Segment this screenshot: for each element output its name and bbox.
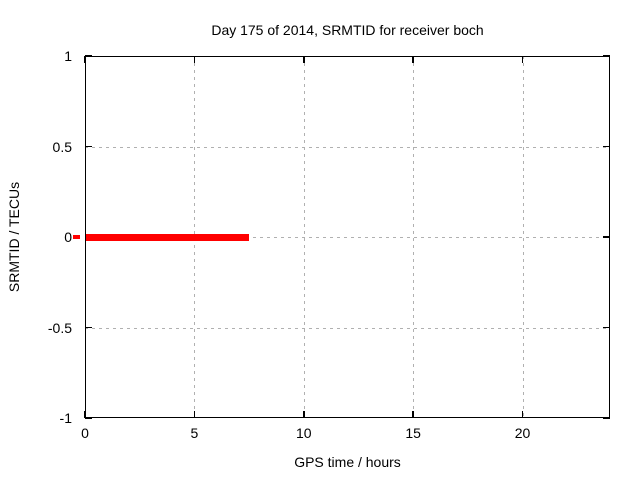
y-tick-right	[603, 145, 610, 148]
x-tick-label: 15	[405, 425, 421, 441]
x-tick-bottom	[521, 411, 524, 418]
y-axis-label: SRMTID / TECUs	[6, 181, 22, 293]
y-tick-label: 1	[64, 48, 72, 64]
plot-area	[73, 55, 610, 419]
x-tick-bottom	[412, 411, 414, 418]
x-axis-label: GPS time / hours	[294, 454, 401, 470]
y-zero-outer-red-tick	[73, 235, 80, 239]
y-tick-right	[603, 417, 610, 419]
gridline-horizontal	[85, 327, 610, 329]
x-tick-top	[303, 56, 305, 63]
x-tick-label: 5	[190, 425, 199, 441]
x-tick-top	[412, 56, 414, 63]
x-tick-top	[193, 56, 196, 63]
y-tick-label: 0.5	[52, 138, 72, 155]
y-tick-left	[85, 145, 92, 148]
chart-title: Day 175 of 2014, SRMTID for receiver boc…	[211, 22, 484, 38]
y-tick-label: 0	[64, 229, 72, 245]
x-tick-label: 20	[514, 425, 531, 441]
y-tick-label: -0.5	[47, 319, 72, 336]
y-tick-left	[85, 326, 92, 329]
x-tick-bottom	[303, 411, 305, 418]
y-tick-right	[603, 236, 610, 238]
series-srmtid-line	[85, 233, 250, 241]
gridline-horizontal	[85, 237, 610, 238]
x-tick-label: 0	[81, 425, 89, 441]
y-tick-left	[85, 55, 92, 57]
y-tick-label: -1	[59, 410, 72, 426]
x-tick-top	[84, 56, 86, 63]
y-tick-right	[603, 326, 610, 329]
gridline-horizontal	[85, 146, 610, 148]
y-tick-left	[85, 417, 92, 419]
x-tick-label: 10	[295, 425, 312, 441]
x-tick-bottom	[193, 411, 196, 418]
y-tick-right	[603, 55, 610, 57]
x-tick-top	[521, 56, 524, 63]
